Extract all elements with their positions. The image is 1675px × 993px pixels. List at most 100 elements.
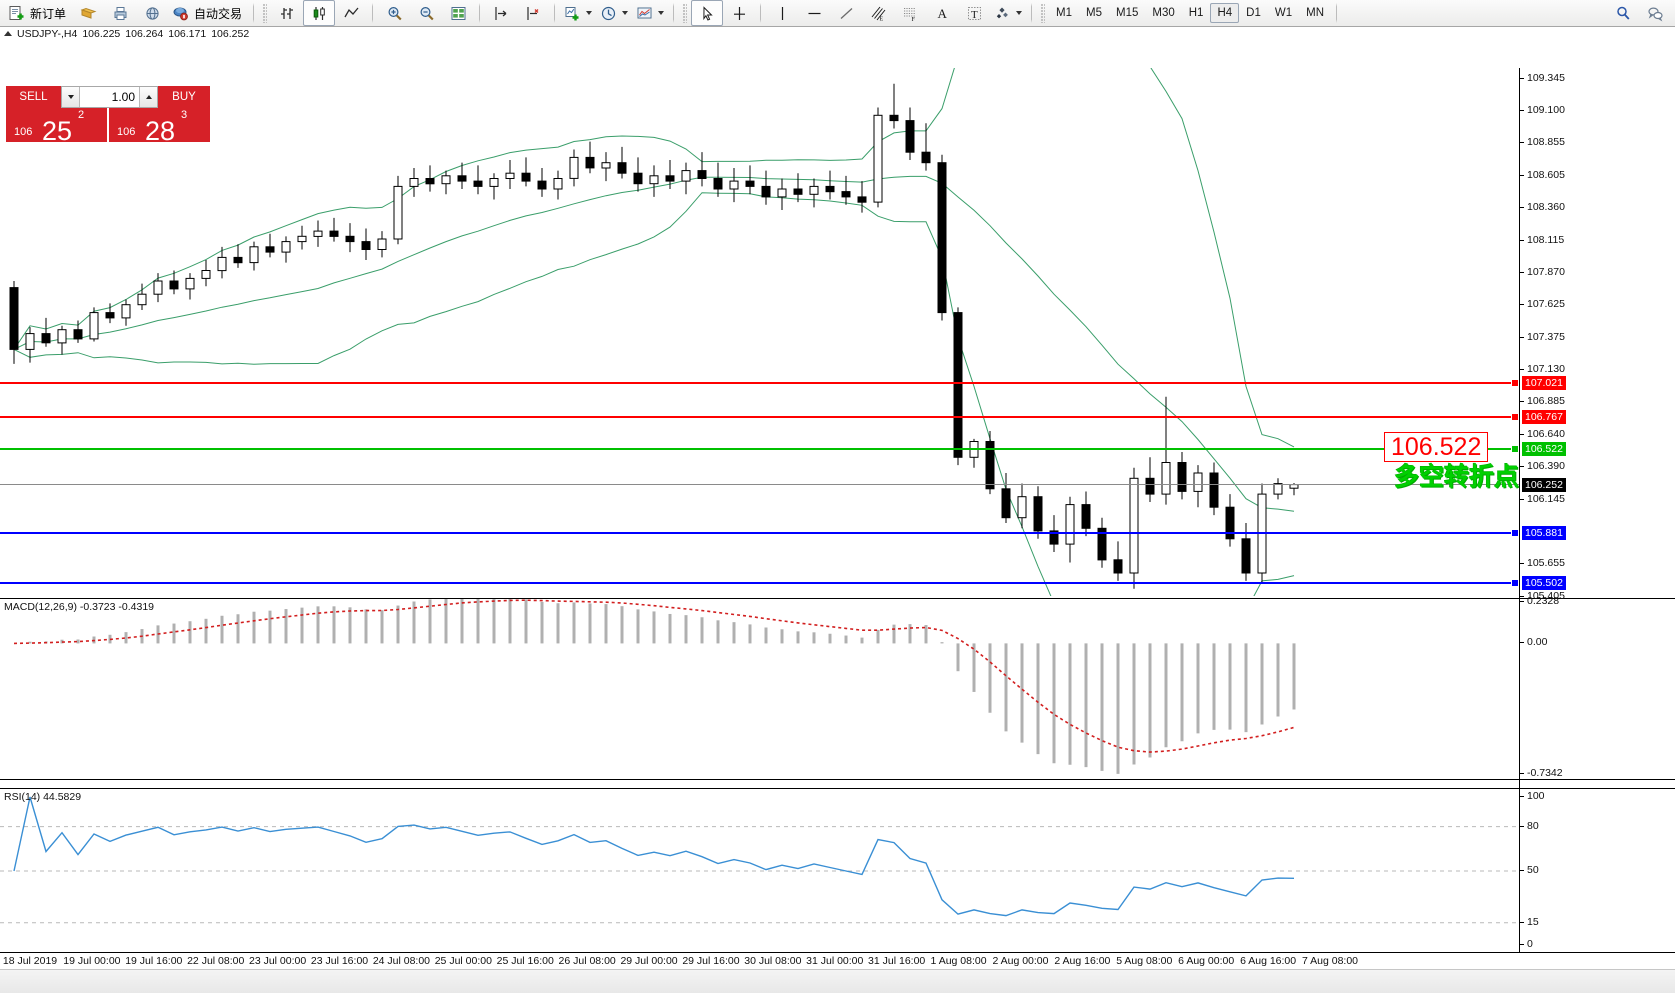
price-axis-tickmark (1520, 271, 1524, 273)
level-handle-106.767[interactable] (1511, 412, 1519, 421)
sell-button[interactable]: SELL (6, 86, 61, 108)
trendline-button[interactable] (830, 0, 862, 26)
candle (265, 233, 275, 258)
price-pane[interactable] (0, 68, 1675, 596)
volume-stepper[interactable]: 1.00 (61, 86, 158, 108)
level-handle-107.021[interactable] (1511, 379, 1519, 388)
timeframe-w1[interactable]: W1 (1274, 7, 1293, 19)
zoom-in-button[interactable] (378, 0, 410, 26)
print-button[interactable] (104, 0, 136, 26)
macd-signal-line (13, 599, 1295, 753)
level-line-resistance-107.021[interactable] (0, 382, 1519, 385)
time-axis-tick: 29 Jul 00:00 (620, 955, 678, 967)
level-line-last-price-106.252[interactable] (0, 483, 1519, 485)
volume-value[interactable]: 1.00 (111, 90, 135, 104)
globe-button[interactable] (136, 0, 168, 26)
timeframe-h4[interactable]: H4 (1210, 3, 1240, 23)
bar-chart-button[interactable] (271, 0, 303, 26)
chevron-down-icon-2[interactable] (622, 11, 629, 15)
time-axis-tick: 31 Jul 16:00 (868, 955, 926, 967)
rsi-axis-tick: 100 (1527, 790, 1545, 802)
candle (393, 175, 403, 245)
toolbar-grip[interactable] (263, 3, 268, 23)
level-line-support-105.881[interactable] (0, 532, 1519, 535)
tile-windows-button[interactable] (442, 0, 474, 26)
shift-end-button[interactable] (485, 0, 517, 26)
time-axis-tick: 19 Jul 16:00 (125, 955, 183, 967)
volume-increment-button[interactable] (139, 87, 157, 107)
period-button[interactable] (596, 0, 632, 26)
text-label-icon: A (937, 6, 947, 21)
time-axis-tick: 5 Aug 08:00 (1116, 955, 1173, 967)
sell-price-prefix: 106 (14, 126, 33, 138)
macd-chart-canvas[interactable] (0, 599, 1519, 777)
equidistant-channel-button[interactable]: E (862, 0, 894, 26)
level-handle-105.502[interactable] (1511, 579, 1519, 588)
volume-decrement-button[interactable] (62, 87, 80, 107)
level-line-pivot-106.522[interactable] (0, 448, 1519, 451)
period-icon (601, 6, 616, 20)
toolbar-separator-8 (1336, 3, 1337, 23)
templates-button[interactable] (632, 0, 668, 26)
price-axis-tick: 108.605 (1527, 169, 1565, 182)
candle (681, 162, 691, 195)
candle (601, 152, 611, 182)
timeframe-m5[interactable]: M5 (1086, 7, 1102, 19)
macd-label: MACD(12,26,9) -0.3723 -0.4319 (4, 601, 154, 613)
autoscroll-button[interactable] (517, 0, 549, 26)
level-handle-106.522[interactable] (1511, 445, 1519, 454)
timeframe-m1[interactable]: M1 (1056, 7, 1073, 19)
candle (825, 170, 835, 200)
hline-button[interactable] (798, 0, 830, 26)
level-line-support-105.502[interactable] (0, 582, 1519, 585)
expand-triangle-icon[interactable] (4, 31, 12, 36)
buy-button[interactable]: BUY (158, 86, 210, 108)
crosshair-button[interactable] (723, 0, 755, 26)
sell-price-button[interactable]: 106 25 2 (6, 108, 107, 145)
timeframe-m15[interactable]: M15 (1116, 7, 1139, 19)
chevron-down-icon-3[interactable] (658, 11, 665, 15)
zoom-out-button[interactable] (410, 0, 442, 26)
search-button[interactable] (1607, 0, 1639, 26)
candle (105, 303, 115, 324)
rsi-line (13, 796, 1295, 917)
rsi-chart-canvas[interactable] (0, 789, 1519, 951)
timeframe-d1[interactable]: D1 (1246, 7, 1261, 19)
candle (1065, 496, 1075, 563)
timeframe-m30[interactable]: M30 (1152, 7, 1175, 19)
vline-button[interactable] (766, 0, 798, 26)
toolbar-grip-2[interactable] (683, 3, 688, 23)
rsi-pane[interactable]: RSI(14) 44.5829 (0, 788, 1675, 954)
timeframe-h1[interactable]: H1 (1188, 7, 1204, 19)
indicators-button[interactable] (560, 0, 596, 26)
price-axis-tickmark (1520, 239, 1524, 241)
autotrading-button[interactable]: 自动交易 (168, 0, 248, 26)
level-handle-105.881[interactable] (1511, 529, 1519, 538)
text-label-button[interactable]: A (926, 0, 958, 26)
candle (633, 157, 643, 192)
timeframe-mn[interactable]: MN (1306, 7, 1324, 19)
folder-button[interactable] (72, 0, 104, 26)
line-chart-button[interactable] (335, 0, 367, 26)
candle (1161, 396, 1171, 505)
candle (297, 225, 307, 250)
shapes-button[interactable] (990, 0, 1026, 26)
candle (137, 283, 147, 310)
cursor-button[interactable] (691, 0, 724, 26)
ohlc-high: 106.264 (125, 27, 164, 40)
macd-pane[interactable]: MACD(12,26,9) -0.3723 -0.4319 (0, 598, 1675, 780)
toolbar-grip-3[interactable] (1041, 3, 1046, 23)
chevron-down-icon[interactable] (586, 11, 593, 15)
chevron-down-icon-4[interactable] (1016, 11, 1023, 15)
fibonacci-button[interactable]: F (894, 0, 926, 26)
fibonacci-icon: F (903, 7, 915, 22)
price-axis-tickmark (1520, 207, 1524, 209)
text-button[interactable]: T (958, 0, 990, 26)
new-order-button[interactable]: 新订单 (4, 0, 72, 26)
candlestick-button[interactable] (303, 0, 336, 26)
price-chart-canvas[interactable] (0, 68, 1519, 596)
chat-button[interactable] (1639, 0, 1671, 26)
price-badge-106.767: 106.767 (1522, 409, 1566, 424)
buy-price-button[interactable]: 106 28 3 (109, 108, 210, 145)
level-line-resistance-106.767[interactable] (0, 415, 1519, 418)
